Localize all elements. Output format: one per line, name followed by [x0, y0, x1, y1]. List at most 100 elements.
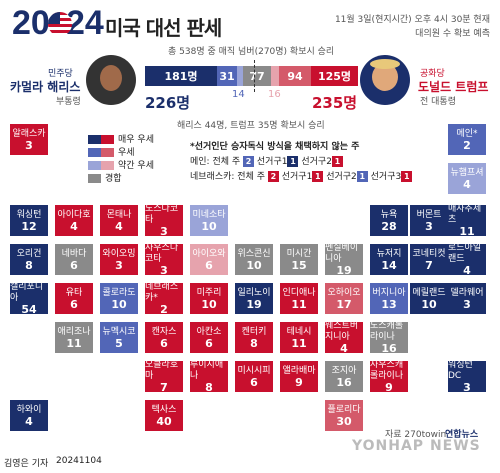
harris-name: 카멀라 해리스	[10, 80, 81, 94]
state-electoral-votes: 6	[205, 336, 213, 350]
state-tile: 워싱턴 DC 3	[448, 360, 486, 393]
state-electoral-votes: 40	[156, 414, 172, 428]
state-name: 애리조나	[57, 326, 91, 337]
state-name: 버지니아	[372, 287, 406, 298]
state-tile: 하와이 4	[10, 400, 48, 431]
state-electoral-votes: 16	[381, 342, 397, 355]
state-tile: 뉴햄프셔 4	[448, 163, 486, 194]
state-name: 조지아	[331, 365, 357, 376]
rules-nebraska: 네브래스카: 전체 주 2 선거구1 1 선거구2 1 선거구3 1	[190, 170, 413, 185]
state-tile: 아이다호 4	[55, 205, 93, 236]
state-electoral-votes: 11	[291, 297, 307, 311]
state-name: 오리건	[16, 248, 42, 259]
state-electoral-votes: 4	[463, 177, 471, 191]
state-name: 네바다	[61, 248, 87, 259]
harris-avatar	[86, 55, 136, 105]
state-tile: 인디애나 11	[280, 283, 318, 314]
state-tile: 노스다코타 3	[145, 204, 183, 238]
publish-date: 20241104	[56, 456, 102, 466]
state-tile: 알래스카 3	[10, 124, 48, 155]
state-name: 하와이	[16, 404, 42, 415]
state-name: 메릴랜드	[412, 287, 446, 298]
state-electoral-votes: 6	[160, 336, 168, 350]
state-tile: 아칸소 6	[190, 322, 228, 353]
timestamp: 11월 3일(현지시간) 오후 4시 30분 현재	[334, 15, 490, 25]
state-electoral-votes: 4	[25, 414, 33, 428]
trump-avatar	[360, 55, 410, 105]
state-name: 미주리	[196, 287, 222, 298]
state-tile: 노스캐롤라이나 16	[370, 321, 408, 355]
state-electoral-votes: 30	[336, 414, 352, 428]
harris-role: 부통령	[56, 97, 81, 107]
legend: 매우 우세 우세 약간 우세 경합	[88, 134, 154, 186]
magic-line	[254, 60, 255, 92]
brand-watermark: YONHAP NEWS	[352, 438, 481, 454]
rules-maine: 메인: 전체 주 2 선거구1 1 선거구2 1	[190, 155, 412, 170]
state-electoral-votes: 19	[246, 297, 262, 311]
byline: 김영은 기자	[4, 459, 49, 469]
state-tile: 메인* 2	[448, 124, 486, 155]
state-tile: 켄터키 8	[235, 322, 273, 353]
state-tile: 미시간 15	[280, 244, 318, 275]
state-electoral-votes: 6	[250, 375, 258, 389]
split-vote-rules: *선거인단 승자독식 방식을 채택하지 않는 주 메인: 전체 주 2 선거구1…	[190, 140, 413, 185]
state-name: 유타	[65, 287, 83, 298]
state-electoral-votes: 6	[70, 297, 78, 311]
state-tile: 델라웨어 3	[448, 283, 486, 314]
state-name: 켄터키	[241, 326, 267, 337]
state-tile: 일리노이 19	[235, 283, 273, 314]
state-tile: 매사추세츠 11	[448, 204, 486, 237]
state-tile: 플로리다 30	[325, 400, 363, 431]
state-name: 테네시	[286, 326, 312, 337]
state-electoral-votes: 4	[340, 342, 348, 355]
state-tile: 웨스트버지니아 4	[325, 321, 363, 355]
trump-total: 235명	[312, 94, 358, 112]
state-name: 오클라호마	[145, 360, 179, 381]
state-name: 델라웨어	[450, 287, 484, 298]
state-electoral-votes: 3	[425, 219, 433, 233]
rules-title: *선거인단 승자독식 방식을 채택하지 않는 주	[190, 142, 360, 152]
state-electoral-votes: 8	[25, 258, 33, 272]
state-electoral-votes: 2	[463, 138, 471, 152]
state-tile: 와이오밍 3	[100, 244, 138, 275]
state-name: 워싱턴	[16, 209, 42, 220]
state-electoral-votes: 10	[246, 258, 262, 272]
state-electoral-votes: 17	[336, 297, 352, 311]
state-tile: 캘리포니아 54	[10, 282, 48, 316]
bar-solid-r: 125명	[311, 66, 358, 86]
state-electoral-votes: 16	[336, 375, 352, 389]
state-name: 웨스트버지니아	[325, 321, 359, 342]
state-electoral-votes: 19	[336, 264, 352, 277]
state-electoral-votes: 54	[21, 303, 37, 316]
state-electoral-votes: 5	[115, 336, 123, 350]
source: 자료 270towin	[385, 430, 447, 440]
trump-name: 도널드 트럼프	[418, 80, 489, 94]
bar-lean-d-value: 14	[232, 89, 245, 100]
year-right: 24	[66, 4, 104, 42]
state-electoral-votes: 9	[385, 381, 393, 394]
state-tile: 애리조나 11	[55, 322, 93, 353]
state-name: 아이다호	[57, 209, 91, 220]
bar-likely-d: 31	[217, 66, 237, 86]
legend-item: 우세	[88, 147, 154, 160]
state-tile: 텍사스 40	[145, 400, 183, 431]
state-tile: 캔자스 6	[145, 322, 183, 353]
state-tile: 오클라호마 7	[145, 360, 183, 393]
state-tile: 유타 6	[55, 283, 93, 314]
state-electoral-votes: 4	[115, 219, 123, 233]
state-tile: 콜로라도 10	[100, 283, 138, 314]
state-electoral-votes: 3	[160, 225, 168, 238]
state-tile: 미네소타 10	[190, 205, 228, 236]
state-name: 미시간	[286, 248, 312, 259]
agency: 연합뉴스	[445, 430, 479, 440]
state-name: 코네티컷	[412, 248, 446, 259]
state-tile: 조지아 16	[325, 361, 363, 392]
state-electoral-votes: 3	[115, 258, 123, 272]
state-electoral-votes: 28	[381, 219, 397, 233]
state-electoral-votes: 10	[201, 297, 217, 311]
state-tile: 오하이오 17	[325, 283, 363, 314]
state-tile: 위스콘신 10	[235, 244, 273, 275]
state-name: 노스캐롤라이나	[370, 321, 404, 342]
state-electoral-votes: 7	[425, 258, 433, 272]
state-tile: 버몬트 3	[410, 205, 448, 236]
